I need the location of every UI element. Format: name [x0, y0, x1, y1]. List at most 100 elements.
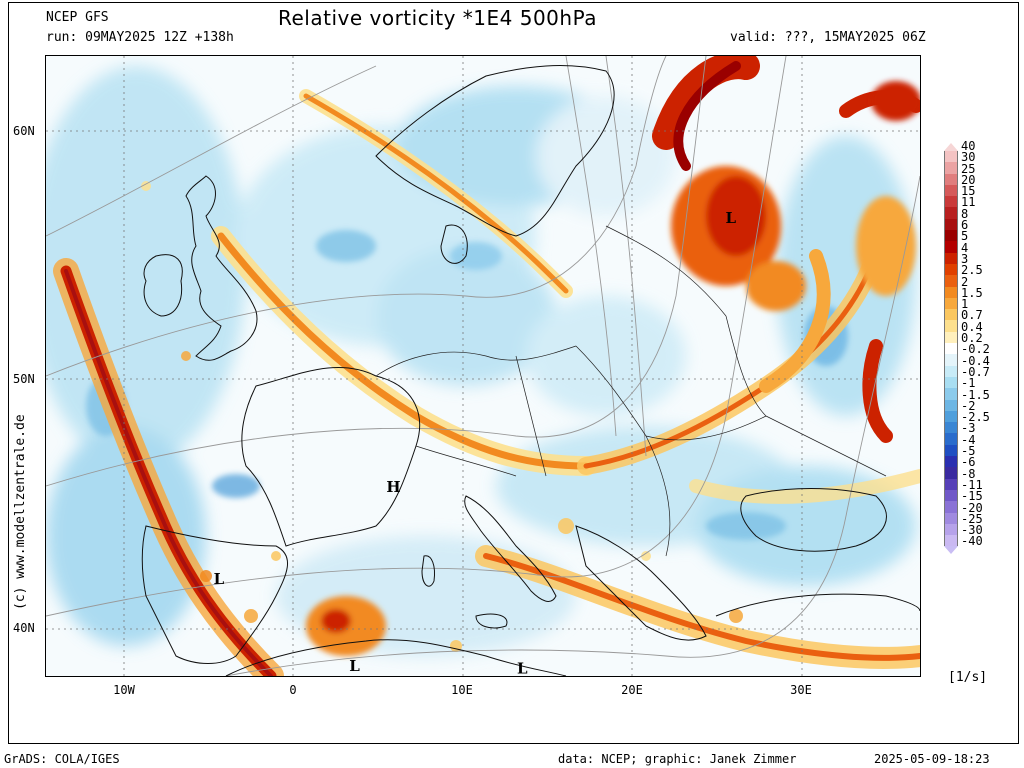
lon-label-20e: 20E — [621, 683, 643, 697]
low-pressure-marker: L — [726, 209, 737, 227]
colorbar-level-label: -0.4 — [961, 353, 990, 368]
colorbar-swatch — [944, 501, 958, 513]
credit-label: (c) www.modellzentrale.de — [13, 414, 28, 610]
colorbar-swatch — [944, 376, 958, 389]
lat-label-50n: 50N — [13, 372, 35, 386]
colorbar-level-label: -30 — [961, 523, 983, 538]
run-label: run: 09MAY2025 12Z +138h — [46, 30, 234, 45]
colorbar-swatch — [944, 489, 958, 502]
colorbar-level-label: -3 — [961, 421, 976, 436]
colorbar-swatch — [944, 196, 958, 208]
lon-label-0: 0 — [289, 683, 297, 697]
colorbar-level-label: 20 — [961, 172, 976, 187]
colorbar-swatch — [944, 343, 958, 355]
colorbar-swatch — [944, 512, 958, 524]
colorbar-level-label: 6 — [961, 218, 969, 233]
model-name: NCEP GFS — [46, 10, 109, 25]
colorbar-swatch — [944, 309, 958, 321]
colorbar-swatch — [944, 320, 958, 332]
graticule — [46, 56, 920, 676]
colorbar-swatch — [944, 535, 958, 547]
colorbar-level-label: -8 — [961, 466, 976, 481]
colorbar-level-label: 3 — [961, 251, 969, 266]
colorbar-level-label: -1.5 — [961, 387, 990, 402]
colorbar-level-label: 0.7 — [961, 308, 983, 323]
colorbar-level-label: -2 — [961, 398, 976, 413]
colorbar-swatch — [944, 151, 958, 163]
country-borders — [375, 225, 887, 557]
colorbar-level-label: -11 — [961, 477, 983, 492]
colorbar — [944, 143, 958, 555]
colorbar-level-label: -4 — [961, 432, 976, 447]
colorbar-swatch — [944, 275, 958, 287]
colorbar-level-label: -5 — [961, 444, 976, 459]
colorbar-swatch — [944, 354, 958, 366]
colorbar-level-label: 2 — [961, 274, 969, 289]
colorbar-level-label: 30 — [961, 150, 976, 165]
high-pressure-marker: H — [386, 478, 400, 496]
colorbar-swatch — [944, 286, 958, 298]
colorbar-level-label: -40 — [961, 534, 983, 549]
valid-label: valid: ???, 15MAY2025 06Z — [730, 30, 926, 45]
footer-software: GrADS: COLA/IGES — [4, 752, 120, 766]
colorbar-level-label: -15 — [961, 489, 983, 504]
colorbar-level-label: 4 — [961, 240, 969, 255]
colorbar-top-arrow — [944, 143, 958, 151]
colorbar-swatch — [944, 218, 958, 231]
lon-label-30e: 30E — [790, 683, 812, 697]
colorbar-level-label: -20 — [961, 500, 983, 515]
vorticity-map: HLLLLL — [45, 55, 921, 677]
colorbar-swatch — [944, 263, 958, 276]
lon-label-10w: 10W — [113, 683, 135, 697]
lat-label-60n: 60N — [13, 124, 35, 138]
height-contours — [46, 56, 920, 676]
colorbar-level-label: -0.7 — [961, 364, 990, 379]
colorbar-level-label: -6 — [961, 455, 976, 470]
colorbar-swatch — [944, 410, 958, 423]
colorbar-swatch — [944, 444, 958, 457]
plot-frame — [8, 2, 1019, 744]
colorbar-swatch — [944, 331, 958, 344]
colorbar-level-label: 25 — [961, 161, 976, 176]
colorbar-level-label: 5 — [961, 229, 969, 244]
colorbar-level-label: -0.2 — [961, 342, 990, 357]
lat-label-40n: 40N — [13, 621, 35, 635]
colorbar-unit: [1/s] — [948, 670, 988, 685]
colorbar-swatch — [944, 162, 958, 174]
low-pressure-marker: L — [517, 660, 528, 676]
colorbar-swatch — [944, 478, 958, 490]
low-pressure-marker: L — [214, 570, 225, 588]
colorbar-level-label: 0.4 — [961, 319, 983, 334]
colorbar-level-label: 2.5 — [961, 263, 983, 278]
colorbar-swatch — [944, 365, 958, 377]
colorbar-level-label: -1 — [961, 376, 976, 391]
coastlines — [141, 65, 920, 676]
colorbar-swatch — [944, 456, 958, 468]
colorbar-level-label: -25 — [961, 511, 983, 526]
footer-timestamp: 2025-05-09-18:23 — [874, 752, 990, 766]
colorbar-swatch — [944, 297, 958, 310]
colorbar-swatch — [944, 523, 958, 536]
colorbar-level-label: 0.2 — [961, 331, 983, 346]
colorbar-swatch — [944, 207, 958, 219]
colorbar-swatch — [944, 467, 958, 479]
colorbar-level-label: 11 — [961, 195, 976, 210]
colorbar-swatch — [944, 399, 958, 411]
colorbar-swatch — [944, 241, 958, 253]
colorbar-level-label: 8 — [961, 206, 969, 221]
colorbar-level-label: -2.5 — [961, 410, 990, 425]
colorbar-bottom-arrow — [944, 546, 958, 555]
colorbar-level-label: 15 — [961, 184, 976, 199]
colorbar-swatch — [944, 388, 958, 400]
chart-title: Relative vorticity *1E4 500hPa — [278, 6, 598, 30]
colorbar-swatch — [944, 252, 958, 264]
colorbar-swatch — [944, 230, 958, 242]
colorbar-swatch — [944, 422, 958, 434]
colorbar-level-label: 40 — [961, 139, 976, 153]
colorbar-labels: 40 30 25 20 15 11 8 6 5 4 3 2.5 2 1.5 1 0.7 0.4 0.2 -0.2 -0… — [961, 139, 990, 549]
colorbar-swatch — [944, 184, 958, 197]
low-pressure-marker: L — [349, 657, 360, 675]
colorbar-swatch — [944, 433, 958, 445]
colorbar-swatch — [944, 173, 958, 185]
lon-label-10e: 10E — [451, 683, 473, 697]
